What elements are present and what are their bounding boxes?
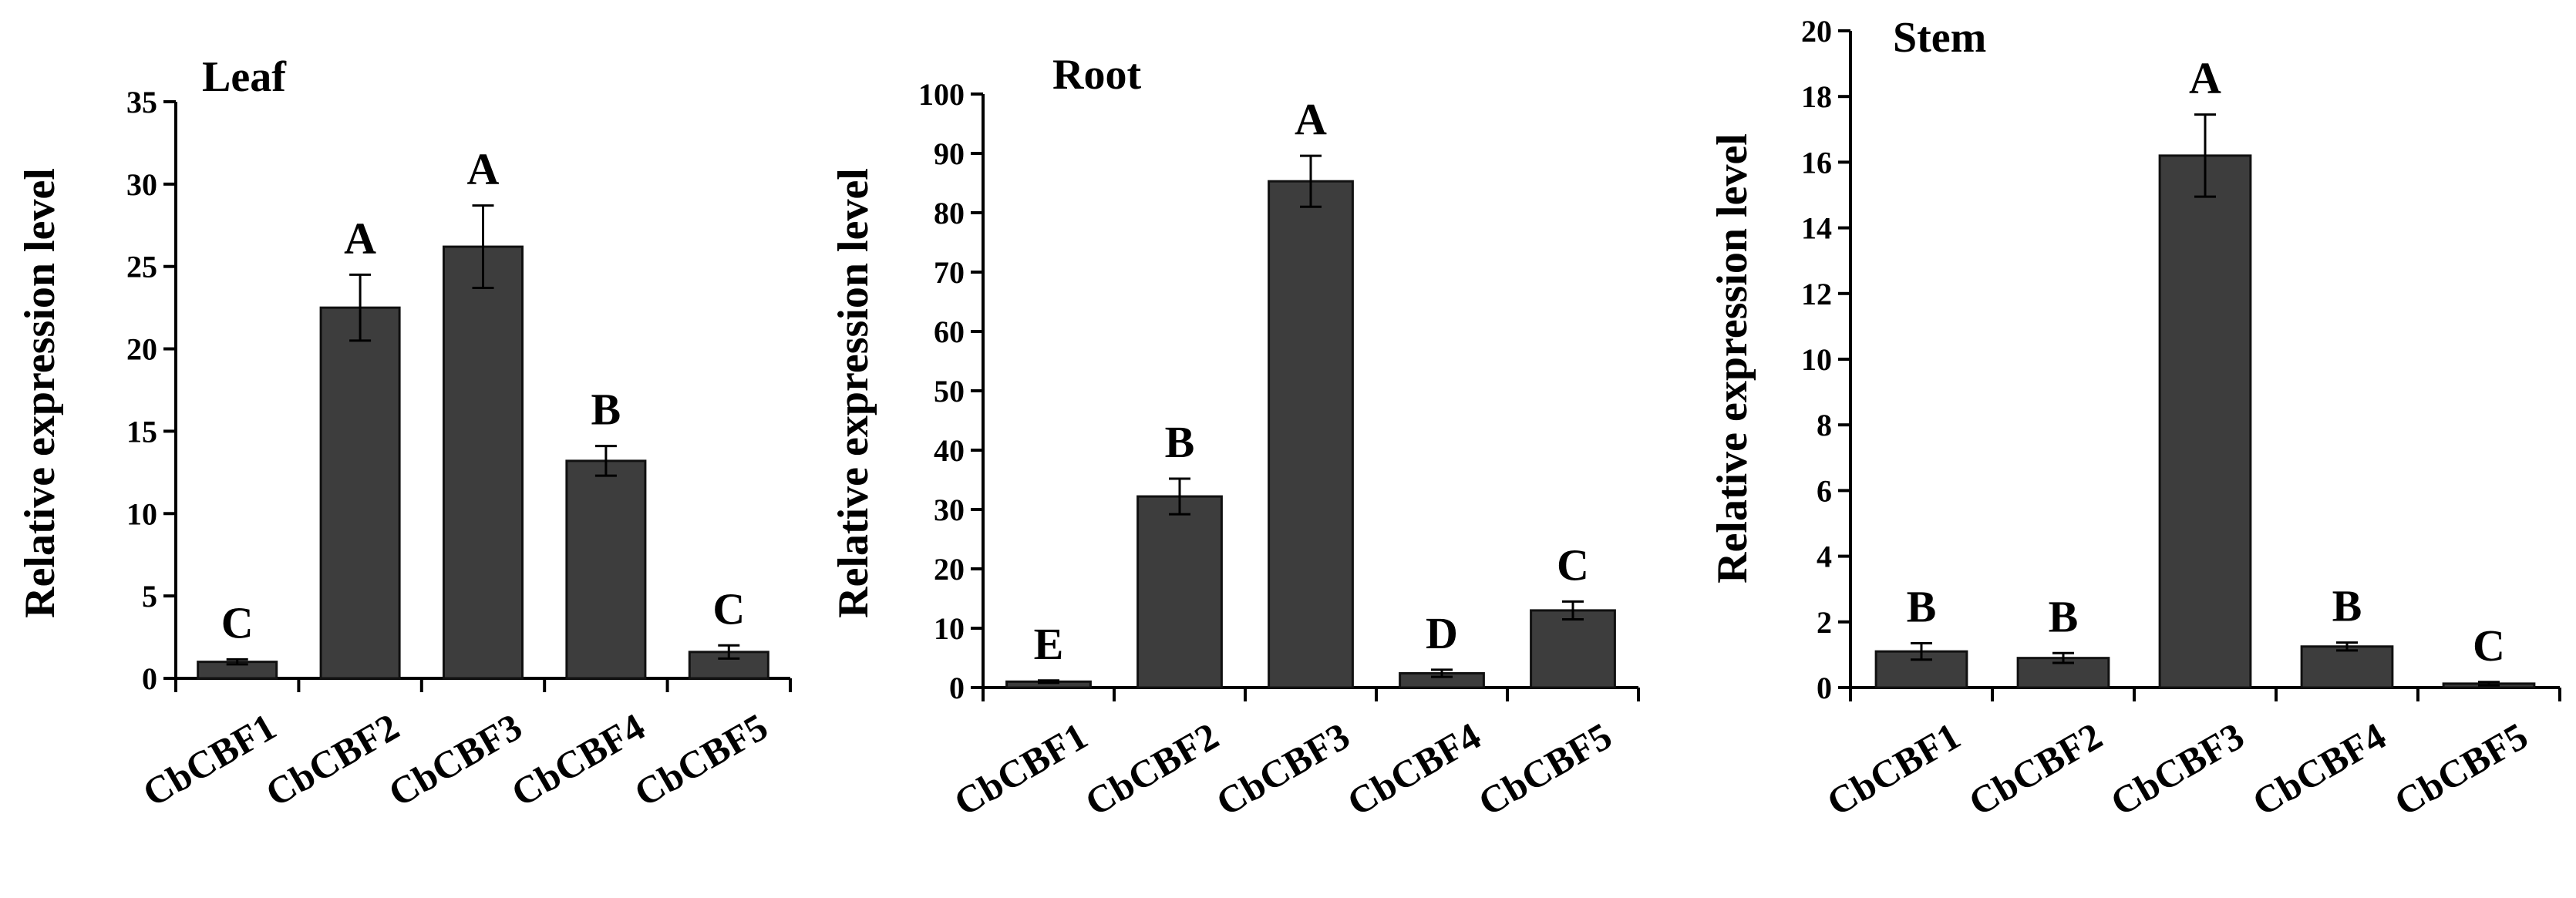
x-category-label: CbCBF3	[1209, 714, 1357, 824]
x-category-label: CbCBF5	[627, 705, 775, 815]
y-tick-label: 2	[1817, 605, 1832, 640]
x-category-label: CbCBF2	[1961, 714, 2110, 824]
significance-label: C	[2473, 621, 2505, 671]
y-tick-label: 90	[934, 136, 965, 171]
significance-label: B	[2049, 591, 2079, 641]
error-bar	[2194, 113, 2216, 198]
x-category-label: CbCBF4	[504, 705, 652, 815]
error-bar	[2336, 641, 2358, 652]
y-axis-title: Relative expression level	[830, 168, 877, 618]
y-tick-label: 0	[949, 671, 965, 705]
x-category-label: CbCBF5	[2387, 714, 2535, 824]
y-tick-label: 20	[934, 552, 965, 587]
x-category-label: CbCBF1	[1820, 714, 1968, 824]
y-tick-label: 50	[934, 374, 965, 409]
error-bar	[594, 445, 617, 477]
error-bar	[1431, 668, 1453, 678]
error-bar	[2478, 681, 2500, 687]
significance-label: C	[1557, 540, 1589, 590]
y-axis-title: Relative expression level	[16, 168, 64, 618]
bar	[319, 306, 401, 680]
y-tick-label: 20	[1801, 14, 1832, 49]
y-tick-label: 12	[1801, 277, 1832, 311]
significance-label: A	[1295, 94, 1327, 144]
bar	[1874, 650, 1968, 689]
y-tick-label: 25	[126, 250, 157, 284]
error-bar	[472, 204, 494, 289]
error-bar	[1911, 641, 1932, 661]
error-bar	[1038, 679, 1059, 684]
y-tick-label: 0	[142, 661, 157, 696]
y-tick-label: 15	[126, 414, 157, 449]
y-tick-label: 4	[1817, 540, 1832, 574]
error-bar	[1562, 600, 1584, 621]
y-tick-label: 35	[126, 85, 157, 119]
y-tick-label: 10	[126, 496, 157, 531]
y-tick-label: 0	[1817, 671, 1832, 705]
error-bar	[1300, 154, 1322, 208]
bar	[1530, 609, 1616, 689]
significance-label: B	[2332, 581, 2362, 631]
y-tick-label: 60	[934, 314, 965, 349]
error-bar	[226, 658, 248, 666]
significance-label: A	[344, 213, 376, 263]
y-axis-title: Relative expression level	[1709, 133, 1756, 584]
root-chart-panel: 0 10 20 30 40 50 60 70 80 90 100 E CbCBF1 B CbCBF2 A CbC…	[830, 51, 1640, 824]
bar	[1268, 180, 1354, 689]
x-category-label: CbCBF3	[381, 705, 529, 815]
y-tick-label: 8	[1817, 408, 1832, 442]
bar	[565, 459, 647, 680]
y-tick-label: 30	[126, 167, 157, 202]
significance-label: C	[712, 584, 745, 634]
significance-label: B	[591, 385, 621, 435]
error-bar	[718, 644, 740, 660]
x-category-label: CbCBF4	[1340, 714, 1488, 824]
y-tick-label: 70	[934, 255, 965, 290]
significance-label: A	[2189, 53, 2221, 103]
y-tick-label: 10	[934, 611, 965, 646]
error-bar	[349, 273, 372, 342]
error-bar	[2052, 651, 2074, 664]
y-tick-label: 80	[934, 196, 965, 230]
bar	[1136, 495, 1223, 689]
x-category-label: CbCBF1	[136, 705, 284, 815]
y-tick-label: 40	[934, 433, 965, 468]
bar	[2300, 645, 2394, 689]
y-tick-label: 5	[142, 579, 157, 614]
x-category-label: CbCBF4	[2245, 714, 2393, 824]
y-tick-label: 20	[126, 332, 157, 367]
x-category-label: CbCBF5	[1471, 714, 1619, 824]
x-category-label: CbCBF3	[2103, 714, 2251, 824]
panel-title: Stem	[1893, 14, 1986, 62]
y-tick-label: 6	[1817, 473, 1832, 508]
y-tick-label: 14	[1801, 211, 1832, 246]
y-tick-label: 10	[1801, 342, 1832, 377]
significance-label: C	[221, 597, 254, 647]
significance-label: B	[1907, 581, 1937, 631]
y-tick-label: 16	[1801, 145, 1832, 180]
x-category-label: CbCBF2	[1078, 714, 1226, 824]
stem-chart-panel: 0 2 4 6 8 10 12 14 16 18 20 B CbCBF1 B CbCBF2 A CbCBF3 B C…	[1709, 14, 2561, 824]
significance-label: D	[1426, 608, 1458, 658]
y-tick-label: 18	[1801, 79, 1832, 114]
bar	[442, 245, 524, 680]
x-category-label: CbCBF2	[258, 705, 406, 815]
significance-label: E	[1034, 619, 1064, 669]
panel-title: Root	[1052, 51, 1141, 99]
bar	[2158, 154, 2252, 689]
leaf-chart-panel: 0 5 10 15 20 25 30 35 C CbCBF1 A CbCBF2 A CbCBF3 B CbCB…	[16, 53, 792, 815]
panel-title: Leaf	[202, 53, 287, 101]
y-tick-label: 100	[918, 77, 965, 112]
significance-label: A	[467, 144, 500, 194]
significance-label: B	[1165, 417, 1195, 467]
x-category-label: CbCBF1	[947, 714, 1095, 824]
error-bar	[1169, 477, 1190, 516]
y-tick-label: 30	[934, 493, 965, 527]
